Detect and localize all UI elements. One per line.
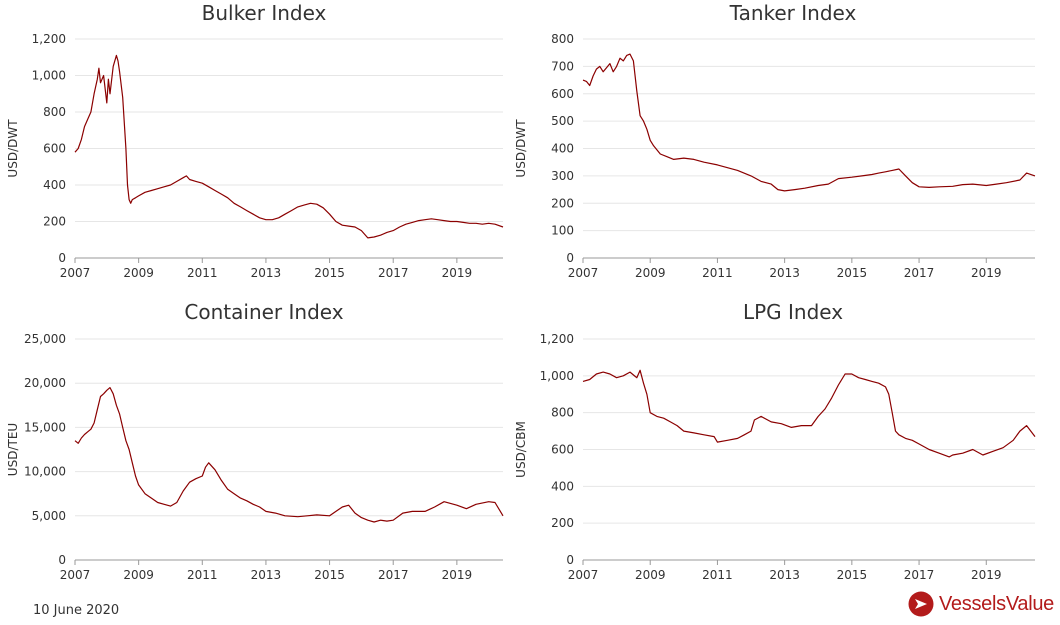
- x-tick-label: 2019: [971, 568, 1002, 582]
- chart-title: Tanker Index: [729, 1, 857, 25]
- y-tick-label: 200: [551, 196, 574, 210]
- y-tick-label: 200: [551, 516, 574, 530]
- x-tick-label: 2007: [60, 568, 91, 582]
- report-date: 10 June 2020: [33, 603, 120, 618]
- y-axis-label: USD/TEU: [6, 423, 20, 476]
- series-line: [74, 54, 504, 239]
- y-tick-label: 700: [551, 59, 574, 73]
- y-tick-label: 0: [58, 553, 66, 567]
- series-line: [74, 387, 504, 523]
- brand-logo: VesselsValue: [908, 591, 1054, 617]
- chart-panel-2: 0 5,000 10,000 15,000 20,000 25,000 2007 2009 20…: [6, 300, 504, 582]
- x-tick-label: 2013: [769, 568, 800, 582]
- y-tick-label: 300: [551, 169, 574, 183]
- y-tick-label: 1,200: [32, 32, 66, 46]
- y-tick-label: 800: [551, 32, 574, 46]
- y-tick-label: 600: [551, 443, 574, 457]
- x-tick-label: 2013: [251, 568, 282, 582]
- vesselsvalue-logo-icon: [908, 591, 934, 617]
- y-tick-label: 0: [566, 251, 574, 265]
- y-tick-label: 600: [551, 87, 574, 101]
- y-tick-label: 500: [551, 114, 574, 128]
- x-tick-label: 2017: [378, 266, 409, 280]
- x-tick-label: 2007: [60, 266, 91, 280]
- y-tick-label: 25,000: [24, 332, 66, 346]
- brand-name: VesselsValue: [939, 592, 1054, 615]
- x-tick-label: 2009: [635, 568, 666, 582]
- y-axis-label: USD/DWT: [514, 119, 528, 178]
- y-tick-label: 600: [43, 142, 66, 156]
- x-tick-label: 2019: [442, 568, 473, 582]
- x-tick-label: 2019: [442, 266, 473, 280]
- x-tick-label: 2007: [568, 266, 599, 280]
- chart-title: Bulker Index: [202, 1, 327, 25]
- x-tick-label: 2019: [971, 266, 1002, 280]
- chart-panel-0: 0 200 400 600 800 1,000 1,200 2007 2009 2011 2013 2…: [6, 1, 504, 280]
- y-tick-label: 1,000: [32, 69, 66, 83]
- y-tick-label: 20,000: [24, 376, 66, 390]
- x-tick-label: 2011: [187, 266, 218, 280]
- x-tick-label: 2013: [251, 266, 282, 280]
- x-tick-label: 2009: [123, 568, 154, 582]
- x-tick-label: 2017: [904, 266, 935, 280]
- chart-title: LPG Index: [743, 300, 843, 324]
- y-tick-label: 0: [566, 553, 574, 567]
- y-tick-label: 15,000: [24, 420, 66, 434]
- chart-panel-3: 0 200 400 600 800 1,000 1,200 2007 2009 2011 2013 2…: [514, 300, 1036, 582]
- y-tick-label: 5,000: [32, 509, 66, 523]
- y-axis-label: USD/CBM: [514, 421, 528, 478]
- x-tick-label: 2015: [837, 568, 868, 582]
- x-tick-label: 2011: [702, 266, 733, 280]
- x-tick-label: 2009: [123, 266, 154, 280]
- y-tick-label: 1,000: [540, 369, 574, 383]
- series-line: [582, 369, 1036, 458]
- y-tick-label: 400: [43, 178, 66, 192]
- x-tick-label: 2009: [635, 266, 666, 280]
- y-tick-label: 400: [551, 479, 574, 493]
- y-tick-label: 200: [43, 215, 66, 229]
- x-tick-label: 2017: [904, 568, 935, 582]
- x-tick-label: 2015: [314, 568, 345, 582]
- x-tick-label: 2011: [702, 568, 733, 582]
- x-tick-label: 2007: [568, 568, 599, 582]
- y-tick-label: 0: [58, 251, 66, 265]
- chart-panel-1: 0 100 200 300 400 500 600 700 800 2007 2009 2011 201…: [514, 1, 1036, 280]
- x-tick-label: 2015: [314, 266, 345, 280]
- y-tick-label: 800: [43, 105, 66, 119]
- y-tick-label: 1,200: [540, 332, 574, 346]
- y-tick-label: 100: [551, 224, 574, 238]
- chart-title: Container Index: [184, 300, 343, 324]
- y-tick-label: 800: [551, 406, 574, 420]
- x-tick-label: 2015: [837, 266, 868, 280]
- series-line: [582, 53, 1036, 192]
- x-tick-label: 2017: [378, 568, 409, 582]
- x-tick-label: 2011: [187, 568, 218, 582]
- y-tick-label: 400: [551, 142, 574, 156]
- x-tick-label: 2013: [769, 266, 800, 280]
- y-tick-label: 10,000: [24, 465, 66, 479]
- y-axis-label: USD/DWT: [6, 119, 20, 178]
